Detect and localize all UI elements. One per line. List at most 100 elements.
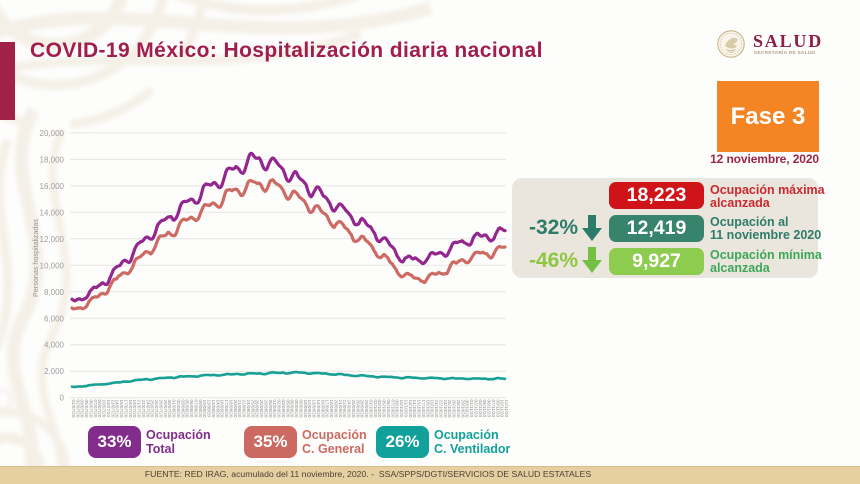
svg-text:12,000: 12,000 <box>40 235 65 244</box>
svg-text:Personas hospitalizadas: Personas hospitalizadas <box>31 219 40 297</box>
svg-text:03/09/20: 03/09/20 <box>281 400 286 418</box>
svg-text:29/08/20: 29/08/20 <box>263 400 268 418</box>
svg-text:30/07/20: 30/07/20 <box>167 400 172 418</box>
svg-text:05/11/20: 05/11/20 <box>482 400 487 418</box>
svg-text:15/10/20: 15/10/20 <box>417 400 422 418</box>
svg-text:18/09/20: 18/09/20 <box>329 400 334 418</box>
svg-text:06/10/20: 06/10/20 <box>386 400 391 418</box>
svg-text:25/08/20: 25/08/20 <box>250 400 255 418</box>
svg-text:01/11/20: 01/11/20 <box>469 400 474 418</box>
svg-text:28/10/20: 28/10/20 <box>456 400 461 418</box>
svg-text:03/07/20: 03/07/20 <box>80 400 85 418</box>
svg-text:02/09/20: 02/09/20 <box>277 400 282 418</box>
svg-text:10/07/20: 10/07/20 <box>102 400 107 418</box>
svg-text:03/11/20: 03/11/20 <box>478 400 483 418</box>
svg-text:24/08/20: 24/08/20 <box>246 400 251 418</box>
svg-text:09/08/20: 09/08/20 <box>198 400 203 418</box>
svg-text:07/10/20: 07/10/20 <box>390 400 395 418</box>
svg-text:09/11/20: 09/11/20 <box>495 400 500 418</box>
svg-text:24/07/20: 24/07/20 <box>145 400 150 418</box>
svg-text:2,000: 2,000 <box>44 367 65 376</box>
svg-text:07/08/20: 07/08/20 <box>194 400 199 418</box>
svg-text:05/07/20: 05/07/20 <box>84 400 89 418</box>
svg-text:13/10/20: 13/10/20 <box>408 400 413 418</box>
svg-text:18/10/20: 18/10/20 <box>425 400 430 418</box>
svg-text:01/09/20: 01/09/20 <box>272 400 277 418</box>
svg-text:20/09/20: 20/09/20 <box>333 400 338 418</box>
svg-text:15/07/20: 15/07/20 <box>119 400 124 418</box>
svg-text:07/07/20: 07/07/20 <box>93 400 98 418</box>
svg-text:21/08/20: 21/08/20 <box>237 400 242 418</box>
svg-text:22/10/20: 22/10/20 <box>438 400 443 418</box>
svg-text:26/09/20: 26/09/20 <box>355 400 360 418</box>
svg-text:30/10/20: 30/10/20 <box>465 400 470 418</box>
svg-text:29/07/20: 29/07/20 <box>163 400 168 418</box>
svg-text:25/09/20: 25/09/20 <box>351 400 356 418</box>
svg-text:28/08/20: 28/08/20 <box>259 400 264 418</box>
svg-text:30/08/20: 30/08/20 <box>268 400 273 418</box>
svg-text:26/08/20: 26/08/20 <box>255 400 260 418</box>
svg-text:11/10/20: 11/10/20 <box>403 400 408 418</box>
svg-text:13/07/20: 13/07/20 <box>110 400 115 418</box>
svg-text:01/10/20: 01/10/20 <box>368 400 373 418</box>
svg-text:13/08/20: 13/08/20 <box>211 400 216 418</box>
svg-text:28/09/20: 28/09/20 <box>360 400 365 418</box>
svg-text:05/09/20: 05/09/20 <box>285 400 290 418</box>
svg-text:09/10/20: 09/10/20 <box>395 400 400 418</box>
svg-text:20/08/20: 20/08/20 <box>233 400 238 418</box>
svg-text:13/09/20: 13/09/20 <box>312 400 317 418</box>
svg-text:16/09/20: 16/09/20 <box>320 400 325 418</box>
svg-text:06/07/20: 06/07/20 <box>89 400 94 418</box>
svg-text:12/09/20: 12/09/20 <box>307 400 312 418</box>
svg-text:09/07/20: 09/07/20 <box>97 400 102 418</box>
svg-text:18,000: 18,000 <box>40 155 65 164</box>
svg-text:16,000: 16,000 <box>40 182 65 191</box>
svg-text:21/07/20: 21/07/20 <box>137 400 142 418</box>
svg-text:14/07/20: 14/07/20 <box>115 400 120 418</box>
svg-text:20,000: 20,000 <box>40 129 65 138</box>
svg-text:0: 0 <box>60 394 65 403</box>
svg-text:10/11/20: 10/11/20 <box>500 400 505 418</box>
svg-text:02/08/20: 02/08/20 <box>176 400 181 418</box>
svg-text:11/07/20: 11/07/20 <box>106 400 111 418</box>
svg-text:14/08/20: 14/08/20 <box>215 400 220 418</box>
svg-text:16/08/20: 16/08/20 <box>220 400 225 418</box>
svg-text:09/09/20: 09/09/20 <box>298 400 303 418</box>
svg-text:08/09/20: 08/09/20 <box>294 400 299 418</box>
svg-text:07/11/20: 07/11/20 <box>491 400 496 418</box>
svg-text:17/08/20: 17/08/20 <box>224 400 229 418</box>
svg-text:17/07/20: 17/07/20 <box>124 400 129 418</box>
svg-text:28/07/20: 28/07/20 <box>159 400 164 418</box>
svg-text:06/11/20: 06/11/20 <box>487 400 492 418</box>
svg-text:6,000: 6,000 <box>44 314 65 323</box>
svg-text:21/10/20: 21/10/20 <box>434 400 439 418</box>
svg-text:12/11/20: 12/11/20 <box>504 400 509 418</box>
svg-text:24/09/20: 24/09/20 <box>347 400 352 418</box>
svg-text:22/07/20: 22/07/20 <box>141 400 146 418</box>
svg-text:01/07/20: 01/07/20 <box>71 400 76 418</box>
svg-text:24/10/20: 24/10/20 <box>443 400 448 418</box>
svg-text:25/10/20: 25/10/20 <box>447 400 452 418</box>
svg-text:22/08/20: 22/08/20 <box>242 400 247 418</box>
svg-text:17/09/20: 17/09/20 <box>325 400 330 418</box>
svg-text:02/10/20: 02/10/20 <box>373 400 378 418</box>
svg-text:10/08/20: 10/08/20 <box>202 400 207 418</box>
svg-text:29/09/20: 29/09/20 <box>364 400 369 418</box>
svg-text:18/08/20: 18/08/20 <box>229 400 234 418</box>
svg-text:17/10/20: 17/10/20 <box>421 400 426 418</box>
svg-text:21/09/20: 21/09/20 <box>338 400 343 418</box>
svg-text:11/08/20: 11/08/20 <box>207 400 212 418</box>
svg-text:02/11/20: 02/11/20 <box>473 400 478 418</box>
svg-text:4,000: 4,000 <box>44 341 65 350</box>
svg-text:22/09/20: 22/09/20 <box>342 400 347 418</box>
svg-text:05/08/20: 05/08/20 <box>185 400 190 418</box>
svg-text:14/09/20: 14/09/20 <box>316 400 321 418</box>
svg-text:03/08/20: 03/08/20 <box>180 400 185 418</box>
svg-text:18/07/20: 18/07/20 <box>128 400 133 418</box>
svg-text:05/10/20: 05/10/20 <box>382 400 387 418</box>
svg-text:26/07/20: 26/07/20 <box>154 400 159 418</box>
svg-text:19/10/20: 19/10/20 <box>430 400 435 418</box>
svg-text:06/09/20: 06/09/20 <box>290 400 295 418</box>
svg-text:10,000: 10,000 <box>40 261 65 270</box>
svg-text:14/10/20: 14/10/20 <box>412 400 417 418</box>
